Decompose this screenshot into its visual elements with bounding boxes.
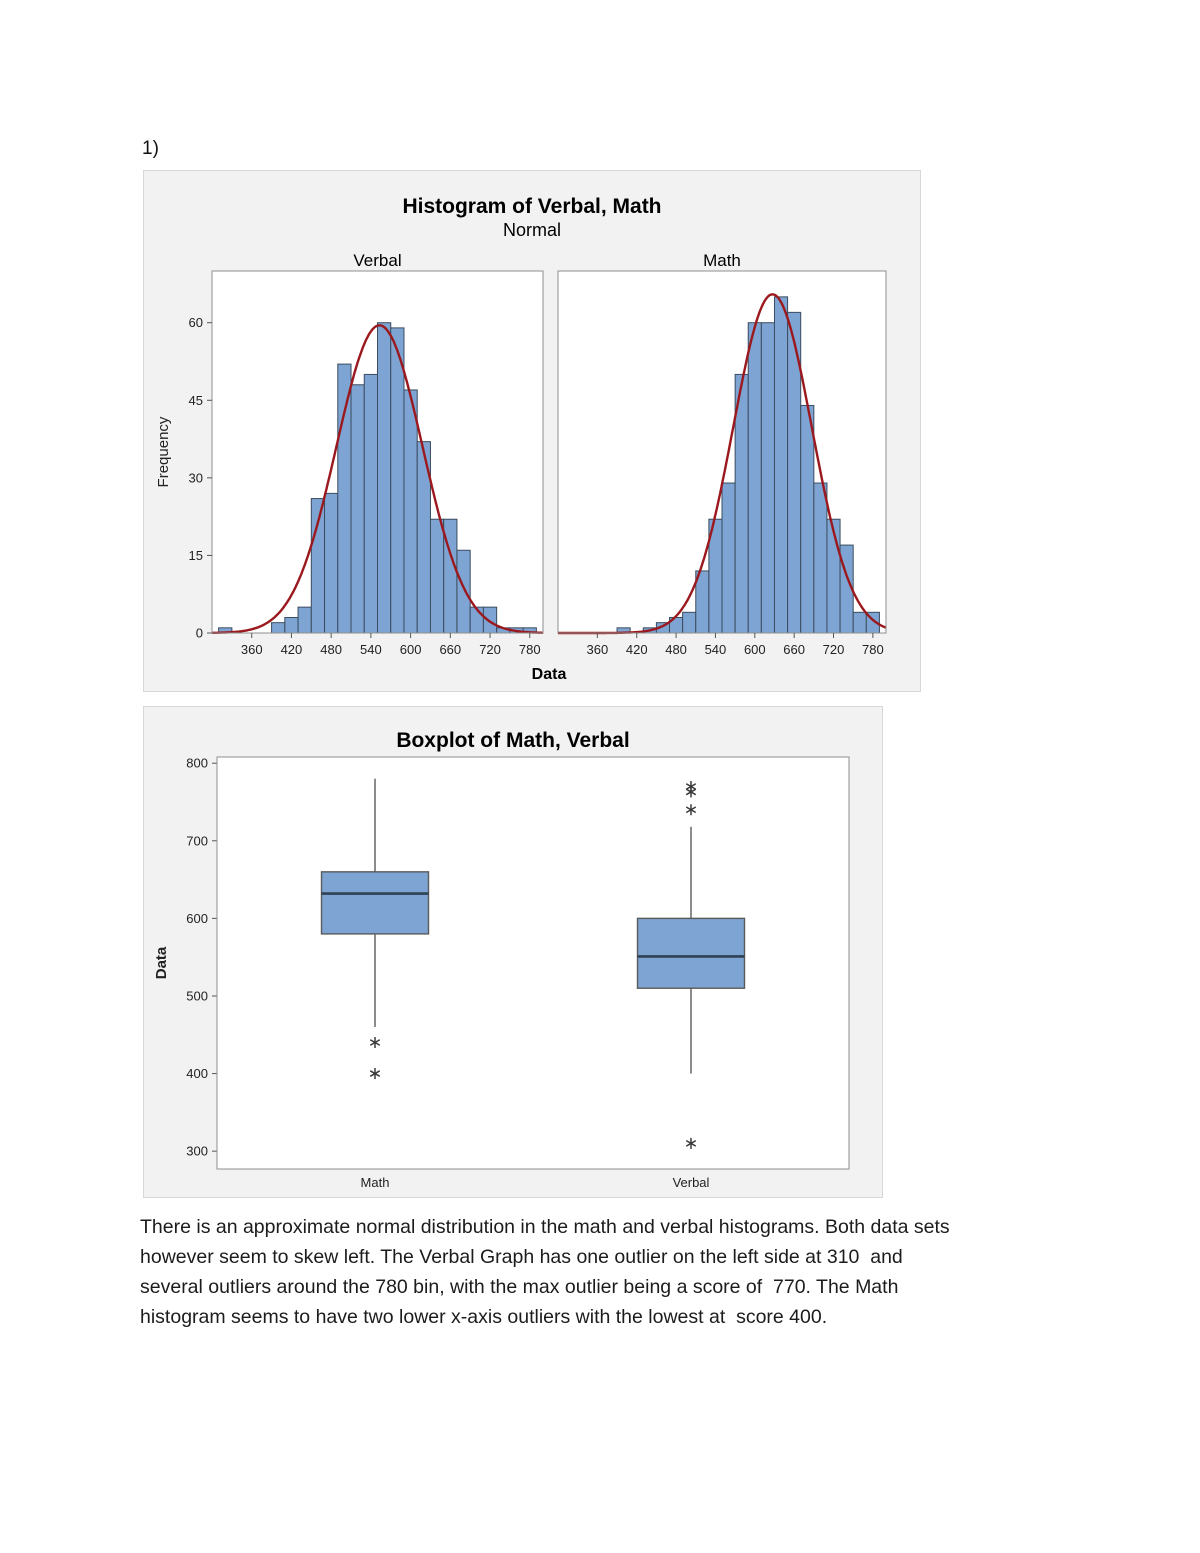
category-label-math: Math [361, 1175, 390, 1190]
normal-curve-verbal [212, 324, 544, 634]
y-tick-label: 60 [189, 315, 203, 330]
item-number: 1) [142, 138, 159, 159]
outlier-stroke [685, 788, 697, 796]
histogram-bar-verbal [469, 606, 484, 634]
panel-label-verbal: Verbal [353, 251, 401, 270]
histogram-bar-verbal [403, 389, 418, 634]
histogram-bar-math [682, 611, 697, 634]
plot-border [216, 756, 850, 1170]
x-tick-label: 780 [862, 642, 884, 657]
x-tick-label: 660 [439, 642, 461, 657]
commentary-paragraph: There is an approximate normal distribut… [140, 1212, 1070, 1332]
boxplot-title: Boxplot of Math, Verbal [396, 729, 629, 752]
histogram-bar-math [813, 482, 828, 634]
histogram-bar-verbal [390, 327, 405, 634]
x-tick-label: 600 [400, 642, 422, 657]
histogram-bar-math [826, 518, 841, 634]
histogram-bar-math [760, 322, 775, 634]
outlier-stroke [369, 1039, 381, 1046]
histogram-bar-verbal [363, 373, 378, 634]
plot-area [217, 757, 849, 1169]
boxplot-figure: Boxplot of Math, Verbal Math Verbal 300 400 5… [143, 706, 883, 1198]
outlier-math [369, 1037, 381, 1049]
histogram-bar-verbal [297, 606, 312, 634]
y-tick-label: 0 [196, 626, 203, 641]
histogram-bar-math [800, 404, 815, 634]
x-tick-label: 720 [823, 642, 845, 657]
outlier-stroke [685, 806, 697, 814]
outlier-stroke [369, 1070, 381, 1077]
x-tick-label: 660 [783, 642, 805, 657]
commentary-line-2: however seem to skew left. The Verbal Gr… [140, 1246, 903, 1268]
histogram-bar-verbal [429, 518, 445, 634]
x-tick-label: 420 [281, 642, 303, 657]
histogram-bar-math [773, 296, 789, 634]
panel-label-math: Math [703, 251, 741, 270]
x-tick-label: 540 [705, 642, 727, 657]
x-tick-label: 360 [587, 642, 609, 657]
histogram-bar-verbal [337, 363, 352, 634]
y-tick-label: 500 [186, 988, 208, 1003]
y-tick-label: 300 [186, 1144, 208, 1159]
y-tick-label: 30 [189, 470, 203, 485]
outlier-math [369, 1068, 381, 1080]
box-verbal [636, 917, 746, 989]
histogram-bar-verbal [324, 492, 339, 634]
outlier-stroke [685, 1139, 697, 1147]
outlier-verbal [685, 1137, 697, 1149]
outlier-verbal [685, 786, 697, 798]
boxplot-svg: Boxplot of Math, Verbal Math Verbal 300 400 5… [153, 729, 850, 1190]
y-tick-label: 600 [186, 911, 208, 926]
x-tick-label: 780 [519, 642, 541, 657]
y-axis-title: Frequency [155, 416, 172, 487]
x-tick-label: 600 [744, 642, 766, 657]
x-tick-label: 720 [479, 642, 501, 657]
histogram-bar-verbal [456, 549, 471, 634]
y-axis-title: Data [153, 946, 170, 979]
y-tick-label: 15 [189, 548, 203, 563]
histogram-bar-math [747, 322, 762, 634]
commentary-line-3: several outliers around the 780 bin, wit… [140, 1276, 899, 1298]
y-tick-label: 800 [186, 756, 208, 771]
y-tick-label: 700 [186, 833, 208, 848]
category-label-verbal: Verbal [673, 1175, 710, 1190]
x-tick-label: 540 [360, 642, 382, 657]
x-tick-label: 480 [665, 642, 687, 657]
x-tick-label: 420 [626, 642, 648, 657]
histogram-bar-verbal [377, 322, 392, 634]
histogram-bar-math [852, 611, 867, 634]
histogram-bar-verbal [284, 616, 299, 634]
histogram-bar-verbal [482, 606, 498, 634]
commentary-line-4: histogram seems to have two lower x-axis… [140, 1306, 828, 1328]
histogram-bar-verbal [271, 622, 286, 634]
outlier-verbal [685, 804, 697, 816]
x-tick-label: 480 [320, 642, 342, 657]
histogram-figure: Histogram of Verbal, Math Normal Verbal 360… [143, 170, 921, 692]
histogram-subtitle: Normal [503, 220, 561, 240]
box-math [320, 871, 430, 935]
x-axis-title: Data [532, 666, 567, 683]
histogram-title: Histogram of Verbal, Math [402, 195, 661, 218]
commentary-line-1: There is an approximate normal distribut… [140, 1216, 950, 1238]
plot-border-verbal [211, 270, 544, 634]
plot-border-math [557, 270, 887, 634]
histogram-bar-verbal [350, 384, 365, 634]
y-tick-label: 45 [189, 393, 203, 408]
histogram-bar-math [721, 482, 736, 634]
y-tick-label: 400 [186, 1066, 208, 1081]
x-tick-label: 360 [241, 642, 263, 657]
